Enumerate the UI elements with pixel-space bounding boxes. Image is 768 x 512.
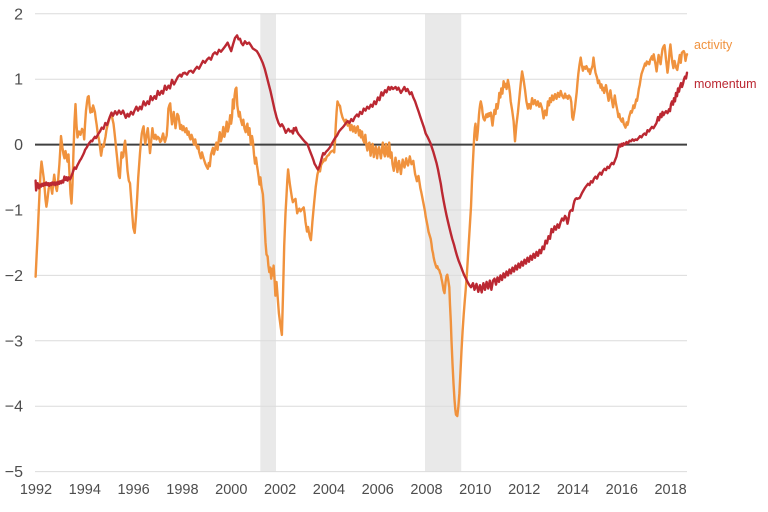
svg-text:2014: 2014 [557, 482, 589, 498]
svg-text:2012: 2012 [508, 482, 540, 498]
svg-text:2016: 2016 [606, 482, 638, 498]
svg-text:momentum: momentum [694, 77, 757, 91]
svg-text:2010: 2010 [459, 482, 491, 498]
svg-text:1996: 1996 [117, 482, 149, 498]
svg-text:2006: 2006 [362, 482, 394, 498]
svg-text:2004: 2004 [313, 482, 345, 498]
svg-text:−4: −4 [5, 399, 23, 416]
svg-text:2: 2 [14, 6, 23, 23]
svg-text:0: 0 [14, 137, 23, 154]
svg-text:2018: 2018 [654, 482, 686, 498]
svg-text:−5: −5 [5, 464, 23, 481]
svg-text:1998: 1998 [166, 482, 198, 498]
svg-text:2002: 2002 [264, 482, 296, 498]
svg-text:1: 1 [14, 72, 23, 89]
svg-text:−3: −3 [5, 333, 23, 350]
svg-text:−2: −2 [5, 268, 23, 285]
svg-text:1994: 1994 [69, 482, 101, 498]
svg-text:2000: 2000 [215, 482, 247, 498]
svg-text:activity: activity [694, 38, 733, 52]
svg-text:−1: −1 [5, 203, 23, 220]
svg-text:2008: 2008 [410, 482, 442, 498]
svg-text:1992: 1992 [20, 482, 52, 498]
